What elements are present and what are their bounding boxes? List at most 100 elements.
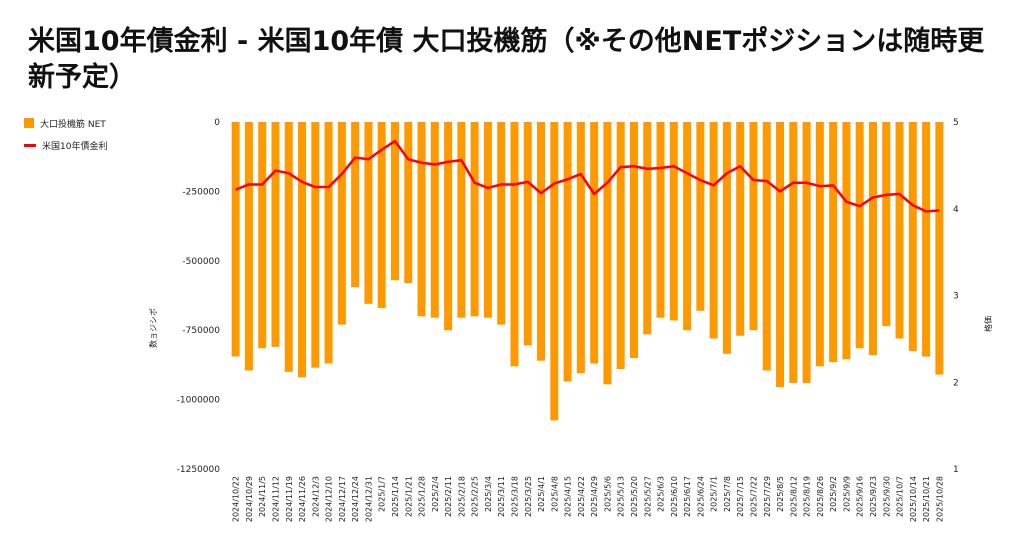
legend-item-line: 米国10年債金利 — [24, 138, 107, 152]
bar — [244, 122, 253, 371]
x-tick-label: 2025/6/3 — [657, 476, 666, 512]
x-tick-label: 2025/3/25 — [524, 476, 533, 517]
x-tick-label: 2025/4/8 — [550, 476, 559, 512]
x-tick-label: 2025/3/4 — [484, 476, 493, 512]
legend-swatch-line — [24, 143, 36, 147]
x-tick-label: 2025/2/4 — [431, 476, 440, 512]
x-tick-label: 2025/6/10 — [670, 476, 679, 517]
bar — [802, 122, 811, 383]
x-tick-label: 2024/11/19 — [285, 476, 294, 522]
x-tick-label: 2025/4/29 — [590, 476, 599, 517]
bar — [908, 122, 917, 352]
bar — [855, 122, 864, 349]
x-tick-label: 2025/9/16 — [856, 476, 865, 517]
x-tick-label: 2024/10/22 — [232, 476, 241, 522]
bar — [683, 122, 692, 331]
bar — [829, 122, 838, 363]
bar — [656, 122, 665, 318]
legend-item-bars: 大口投機筋 NET — [24, 116, 107, 130]
bar — [457, 122, 466, 318]
x-tick-label: 2025/1/14 — [391, 476, 400, 517]
x-tick-label: 2025/6/24 — [696, 476, 705, 517]
bar — [231, 122, 240, 357]
x-tick-label: 2024/12/17 — [338, 476, 347, 522]
y-axis-left-label: 数ョジシポ — [149, 308, 158, 348]
bar — [444, 122, 453, 331]
bar — [258, 122, 267, 349]
bar — [298, 122, 307, 378]
x-tick-label: 2025/9/9 — [842, 476, 851, 512]
x-tick-label: 2025/2/18 — [457, 476, 466, 517]
x-tick-label: 2025/6/17 — [683, 476, 692, 517]
bar — [470, 122, 479, 317]
x-tick-label: 2025/5/20 — [630, 476, 639, 517]
bar — [576, 122, 585, 374]
x-tick-label: 2025/2/25 — [471, 476, 480, 517]
bar — [709, 122, 718, 339]
bar — [722, 122, 731, 354]
bar — [736, 122, 745, 336]
x-tick-label: 2025/7/1 — [710, 476, 719, 512]
x-tick-label: 2024/12/3 — [311, 476, 320, 517]
bar — [337, 122, 346, 325]
bar — [629, 122, 638, 358]
x-tick-label: 2025/9/2 — [829, 476, 838, 512]
bar — [563, 122, 572, 382]
bar — [483, 122, 492, 318]
legend: 大口投機筋 NET 米国10年債金利 — [24, 116, 107, 160]
bar — [882, 122, 891, 327]
x-tick-label: 2025/1/7 — [378, 476, 387, 512]
x-tick-label: 2025/4/15 — [564, 476, 573, 517]
bar — [417, 122, 426, 317]
y-left-tick-label: -1000000 — [177, 396, 221, 406]
x-tick-label: 2024/12/31 — [364, 476, 373, 522]
x-tick-label: 2025/5/13 — [617, 476, 626, 517]
y-left-tick-label: -250000 — [182, 187, 220, 197]
bar — [324, 122, 333, 364]
x-tick-label: 2025/10/7 — [896, 476, 905, 517]
x-tick-label: 2024/11/26 — [298, 476, 307, 522]
y-right-tick-label: 3 — [953, 292, 959, 302]
bar — [497, 122, 506, 325]
x-tick-label: 2024/12/10 — [325, 476, 334, 522]
bar — [510, 122, 519, 367]
bar — [404, 122, 413, 284]
bar — [271, 122, 280, 347]
bar — [868, 122, 877, 356]
y-right-tick-label: 5 — [953, 118, 959, 128]
chart-title: 米国10年債金利 - 米国10年債 大口投機筋（※その他NETポジションは随時更… — [28, 26, 985, 93]
y-left-tick-label: 0 — [214, 118, 220, 128]
bar — [537, 122, 546, 361]
x-tick-label: 2025/1/21 — [404, 476, 413, 517]
bar — [643, 122, 652, 335]
x-tick-label: 2024/10/29 — [245, 476, 254, 522]
bar — [669, 122, 678, 321]
bar — [311, 122, 320, 368]
x-tick-label: 2025/8/12 — [789, 476, 798, 517]
x-tick-label: 2025/2/11 — [444, 476, 453, 517]
bar — [696, 122, 705, 311]
x-tick-label: 2025/5/27 — [643, 476, 652, 517]
x-tick-label: 2025/5/6 — [603, 476, 612, 512]
bar — [550, 122, 559, 421]
bar — [430, 122, 439, 318]
bar — [590, 122, 599, 364]
series-line — [235, 139, 940, 213]
x-tick-label: 2025/8/19 — [803, 476, 812, 517]
bar — [895, 122, 904, 339]
x-tick-label: 2025/7/29 — [763, 476, 772, 517]
x-tick-label: 2025/4/1 — [537, 476, 546, 512]
y-right-tick-label: 4 — [953, 205, 959, 215]
x-tick-label: 2025/7/22 — [749, 476, 758, 517]
x-tick-label: 2024/11/5 — [258, 476, 267, 517]
bar — [351, 122, 360, 288]
y-left-tick-label: -500000 — [182, 257, 220, 267]
x-tick-label: 2025/8/26 — [816, 476, 825, 517]
bar — [762, 122, 771, 371]
y-right-tick-label: 1 — [953, 465, 959, 475]
x-tick-label: 2025/10/14 — [909, 476, 918, 522]
bar — [377, 122, 386, 308]
y-left-tick-label: -1250000 — [177, 465, 221, 475]
legend-label-bars: 大口投機筋 NET — [40, 119, 106, 130]
